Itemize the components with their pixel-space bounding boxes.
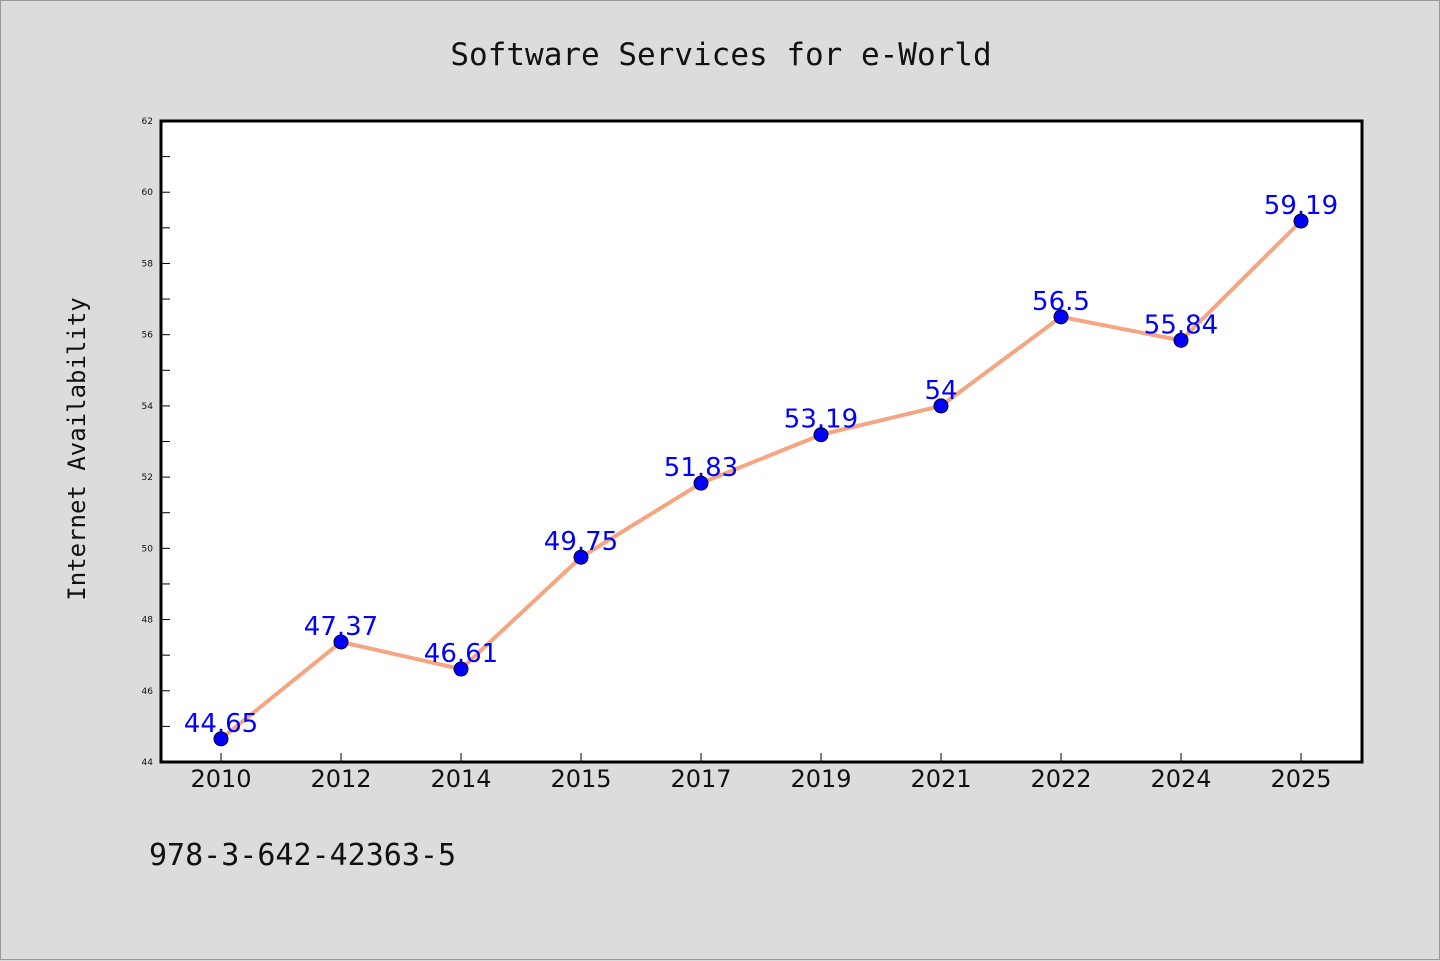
data-label: 59.19	[1264, 191, 1338, 221]
data-point	[1173, 332, 1189, 348]
data-label: 56.5	[1032, 287, 1090, 317]
data-point	[213, 731, 229, 747]
y-tick-label: 52	[142, 473, 153, 483]
y-tick-label: 62	[142, 117, 153, 127]
y-axis-label: Internet Availability	[63, 297, 91, 600]
y-tick-label: 50	[142, 544, 154, 554]
data-point	[573, 549, 589, 565]
data-point	[1293, 213, 1309, 229]
x-tick-label: 2017	[670, 765, 731, 793]
data-label: 55.84	[1144, 310, 1218, 340]
y-tick-label: 56	[142, 331, 154, 341]
data-point	[813, 427, 829, 443]
series-layer	[213, 213, 1309, 747]
chart-title: Software Services for e-World	[450, 37, 991, 73]
x-tick-label: 2010	[190, 765, 251, 793]
y-tick-label: 54	[142, 402, 154, 412]
data-point	[933, 398, 949, 414]
y-tick-label: 44	[142, 758, 154, 768]
y-tick-label: 58	[142, 259, 154, 269]
footnote-isbn: 978-3-642-42363-5	[149, 838, 456, 873]
x-tick-label: 2019	[790, 765, 851, 793]
data-label: 49.75	[544, 527, 618, 557]
series-line	[219, 219, 1303, 741]
data-point	[693, 475, 709, 491]
data-label: 53.19	[784, 405, 858, 435]
data-point	[1053, 309, 1069, 325]
y-axis: 44 46 48 50 52 54 56 58 60 62	[142, 117, 170, 768]
x-tick-label: 2012	[310, 765, 371, 793]
x-tick-label: 2014	[430, 765, 491, 793]
x-tick-label: 2022	[1030, 765, 1091, 793]
y-tick-label: 46	[142, 687, 154, 697]
data-point	[453, 661, 469, 677]
data-label-layer: 44.65 47.37 46.61 49.75 51.83 53.19 54 56.5 55.8…	[184, 191, 1338, 739]
y-tick-label: 48	[142, 616, 154, 626]
x-tick-label: 2021	[910, 765, 971, 793]
y-tick-label: 60	[142, 188, 154, 198]
data-label: 54	[924, 376, 957, 406]
data-label: 44.65	[184, 709, 258, 739]
plot-area	[159, 119, 1364, 764]
data-point	[333, 634, 349, 650]
x-tick-label: 2015	[550, 765, 611, 793]
x-tick-label: 2024	[1150, 765, 1211, 793]
x-tick-label: 2025	[1270, 765, 1331, 793]
data-label: 46.61	[424, 639, 498, 669]
data-label: 51.83	[664, 453, 738, 483]
data-label: 47.37	[304, 612, 378, 642]
x-axis: 2010 2012 2014 2015 2017 2019 2021 2022 2024 2025	[190, 753, 1332, 793]
